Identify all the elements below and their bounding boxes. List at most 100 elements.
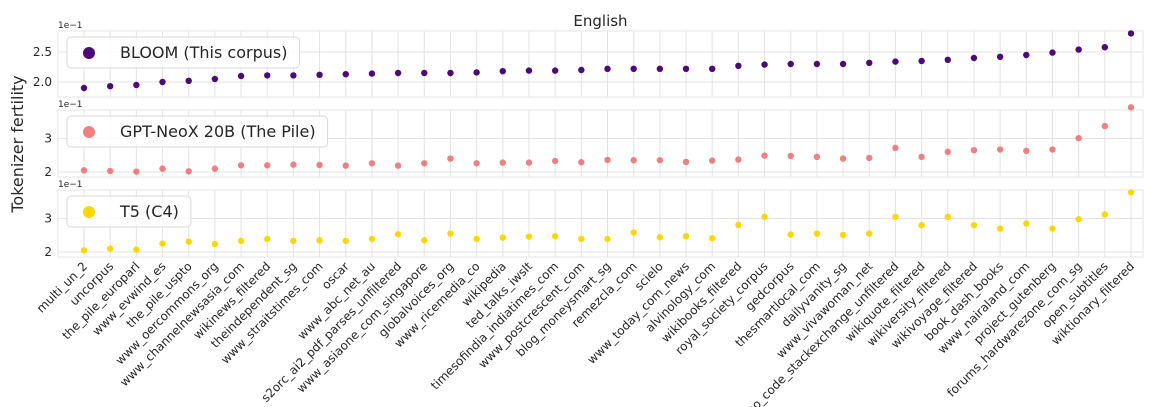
data-point xyxy=(264,72,271,79)
data-point xyxy=(1049,146,1056,153)
data-point xyxy=(813,60,821,68)
legend: BLOOM (This corpus) xyxy=(66,36,300,69)
data-point xyxy=(892,58,899,65)
x-tick-labels: multi_un_2uncorpusthe_pile_europarlwww_e… xyxy=(34,259,1137,407)
data-point xyxy=(709,157,716,164)
data-point xyxy=(394,162,402,169)
data-point xyxy=(525,233,533,240)
panel-1: 2.0 2.5 1e−1 BLOOM (This corpus) xyxy=(33,21,1144,98)
data-point xyxy=(1127,30,1135,37)
data-point xyxy=(447,155,454,162)
data-point xyxy=(970,221,978,229)
data-point xyxy=(787,152,794,160)
data-point xyxy=(682,65,690,73)
data-point xyxy=(264,162,271,169)
data-point xyxy=(1023,51,1030,59)
data-point xyxy=(237,162,245,169)
legend-box xyxy=(66,36,300,69)
data-point xyxy=(578,159,585,166)
data-point xyxy=(316,161,323,169)
data-point xyxy=(368,70,376,77)
data-point xyxy=(656,157,664,164)
data-point xyxy=(1075,46,1082,53)
y-axis-label: Tokenizer fertility xyxy=(8,75,27,213)
data-point xyxy=(368,235,376,243)
legend-label: GPT-NeoX 20B (The Pile) xyxy=(120,122,316,141)
data-point xyxy=(473,235,480,243)
data-point xyxy=(918,153,925,161)
data-point xyxy=(787,231,794,238)
data-point xyxy=(525,67,533,74)
panel-2: 2 3 1e−1 GPT-NeoX 20B (The Pile) xyxy=(44,100,1144,179)
data-point xyxy=(918,57,925,65)
data-point xyxy=(682,158,690,166)
data-point xyxy=(761,213,768,220)
legend: GPT-NeoX 20B (The Pile) xyxy=(66,115,329,148)
data-point xyxy=(1075,215,1082,223)
data-point xyxy=(1101,44,1109,51)
data-point xyxy=(709,65,716,73)
data-point xyxy=(185,168,192,175)
panels: 2.0 2.5 1e−1 BLOOM (This corpus) 2 3 1e−1 GPT-N… xyxy=(33,21,1144,259)
data-point xyxy=(918,221,925,229)
data-point xyxy=(80,167,88,174)
data-point xyxy=(159,78,166,86)
data-point xyxy=(421,69,428,77)
data-point xyxy=(106,83,114,90)
legend: T5 (C4) xyxy=(66,195,192,228)
data-point xyxy=(656,65,664,73)
data-point xyxy=(211,75,219,83)
y-tick-label: 2 xyxy=(44,165,52,179)
data-point xyxy=(1127,189,1135,196)
legend-box xyxy=(66,115,329,148)
data-point xyxy=(604,235,611,243)
data-point xyxy=(813,230,821,237)
data-point xyxy=(342,237,349,245)
data-point xyxy=(1075,134,1082,142)
legend-label: BLOOM (This corpus) xyxy=(120,43,287,62)
data-point xyxy=(290,161,297,168)
panel-3: 2 3 1e−1 T5 (C4) xyxy=(44,180,1144,259)
y-tick-label: 3 xyxy=(44,131,52,145)
y-exponent-label: 1e−1 xyxy=(58,100,83,110)
data-point xyxy=(316,71,323,79)
data-point xyxy=(1127,104,1135,111)
data-point xyxy=(551,67,559,74)
data-point xyxy=(996,146,1004,153)
data-point xyxy=(211,165,219,172)
data-point xyxy=(866,154,873,162)
legend-marker xyxy=(83,206,95,218)
data-point xyxy=(499,234,506,241)
data-point xyxy=(578,235,585,243)
data-point xyxy=(106,245,114,252)
data-point xyxy=(237,72,245,80)
data-point xyxy=(290,72,297,79)
data-point xyxy=(499,68,506,75)
data-point xyxy=(996,225,1004,232)
data-point xyxy=(970,54,978,62)
data-point xyxy=(185,77,192,85)
data-point xyxy=(525,159,533,166)
data-point xyxy=(473,160,480,167)
data-point xyxy=(421,237,428,244)
panel-background xyxy=(57,189,1144,258)
data-point xyxy=(394,231,402,238)
data-point xyxy=(970,147,978,154)
data-point xyxy=(1101,122,1109,130)
data-point xyxy=(1023,147,1030,155)
data-point xyxy=(473,69,480,76)
data-point xyxy=(1049,49,1056,56)
data-point xyxy=(211,240,219,248)
data-point xyxy=(656,234,664,241)
legend-box xyxy=(66,195,192,228)
data-point xyxy=(159,165,166,172)
data-point xyxy=(761,152,768,159)
data-point xyxy=(342,162,349,169)
y-exponent-label: 1e−1 xyxy=(58,180,83,190)
data-point xyxy=(421,160,428,167)
data-point xyxy=(1023,220,1030,227)
data-point xyxy=(290,237,297,245)
data-point xyxy=(839,231,847,239)
data-point xyxy=(159,240,166,247)
